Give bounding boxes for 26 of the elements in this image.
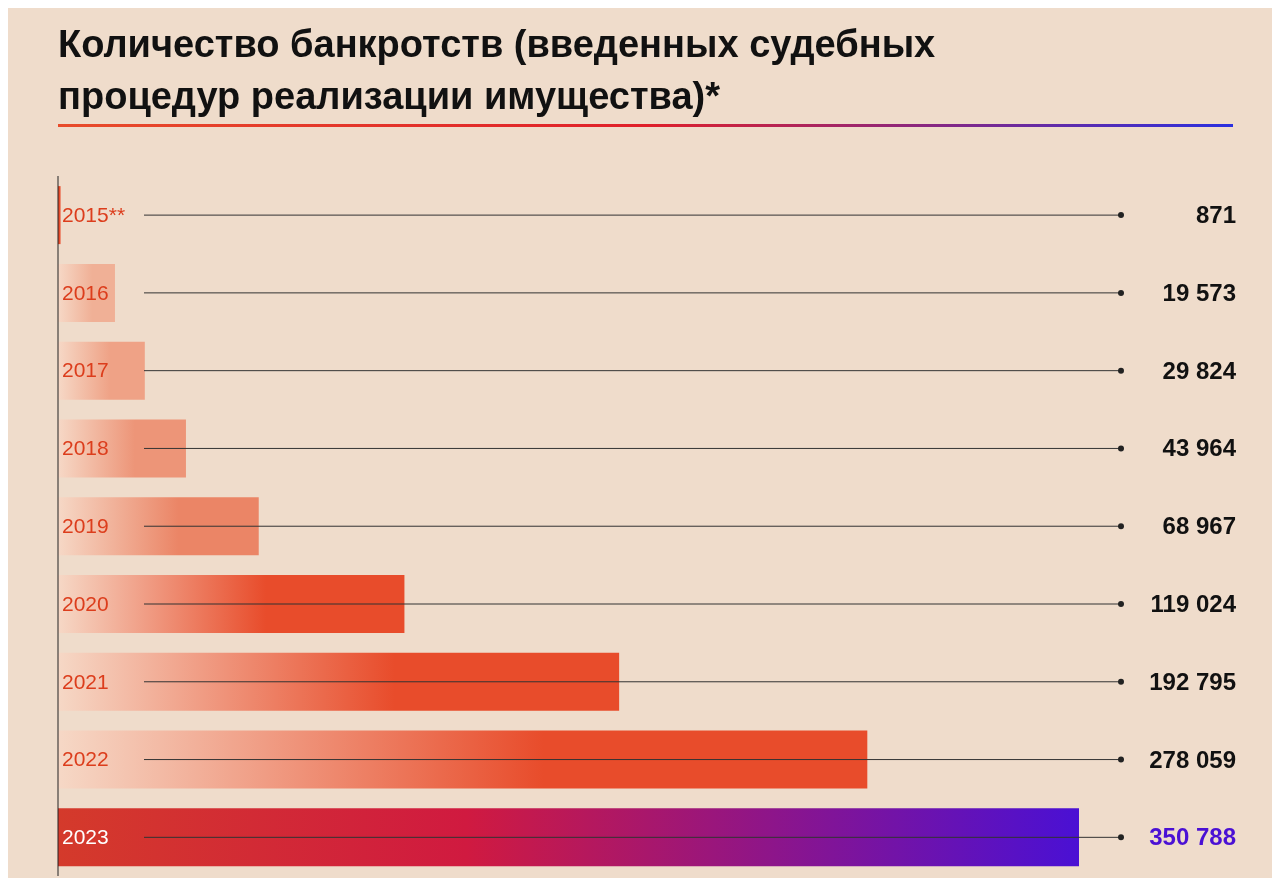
y-tick-label: 2016 (62, 280, 109, 304)
bar (58, 497, 259, 556)
data-label: 19 573 (1162, 278, 1236, 306)
y-tick-label: 2019 (62, 514, 109, 537)
y-tick-label: 2021 (62, 669, 109, 693)
bar (58, 341, 145, 400)
y-tick-label: 2023 (62, 825, 109, 849)
bar (58, 575, 405, 633)
data-label: 43 964 (1162, 434, 1237, 462)
data-label: 29 824 (1162, 356, 1237, 384)
y-tick-label: 2022 (62, 747, 109, 771)
y-tick-label: 2015** (62, 202, 126, 226)
data-label: 192 795 (1149, 667, 1236, 695)
chart-title: Количество банкротств (введенных судебных процедур реализации имущества)* (58, 22, 937, 119)
bar (58, 730, 868, 789)
data-label: 871 (1195, 201, 1236, 229)
data-label: 278 059 (1149, 745, 1236, 773)
y-tick-label: 2020 (62, 591, 109, 615)
bar (58, 808, 1079, 867)
y-tick-label: 2017 (62, 358, 109, 382)
data-label: 119 024 (1150, 590, 1237, 617)
y-tick-label: 2018 (62, 436, 109, 460)
bar (58, 419, 186, 478)
data-label: 68 967 (1162, 512, 1236, 540)
data-label: 350 788 (1149, 823, 1236, 851)
bar (58, 652, 620, 711)
